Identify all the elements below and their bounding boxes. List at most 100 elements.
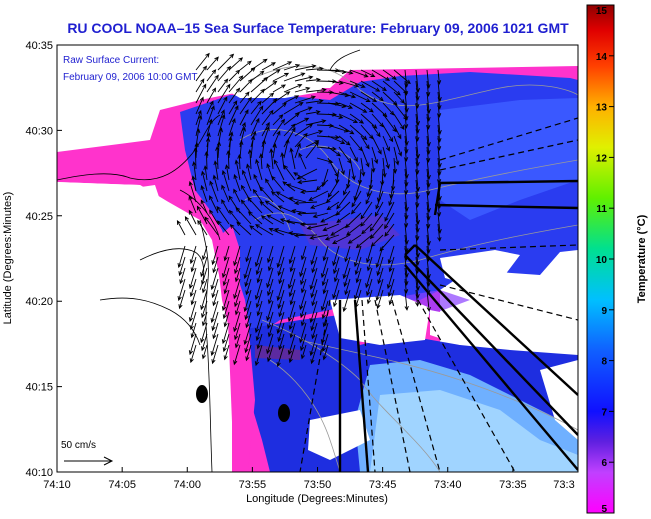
current-vector xyxy=(355,234,373,249)
current-vector xyxy=(289,289,296,306)
current-vector xyxy=(177,278,186,302)
current-vector xyxy=(246,163,252,181)
current-vector xyxy=(201,245,208,261)
current-vector xyxy=(206,69,217,82)
current-vector xyxy=(344,245,351,263)
current-vector xyxy=(338,124,355,135)
current-vector xyxy=(384,201,395,222)
current-vector xyxy=(249,225,263,236)
current-vector xyxy=(289,256,296,273)
current-vector xyxy=(240,199,252,214)
current-vector xyxy=(233,344,241,366)
current-vector xyxy=(283,83,303,93)
current-vector xyxy=(228,87,241,104)
current-vector xyxy=(243,322,252,346)
colorbar-tick-label: 8 xyxy=(601,357,607,368)
current-vector xyxy=(360,201,373,220)
current-vector xyxy=(234,289,241,308)
current-vector xyxy=(195,52,210,71)
current-vector xyxy=(322,245,329,262)
current-vector xyxy=(191,175,197,192)
current-vector xyxy=(300,245,307,261)
current-vector xyxy=(221,256,230,279)
current-vector xyxy=(270,191,285,203)
current-vector xyxy=(265,178,274,192)
plot-area: Raw Surface Current: February 09, 2006 1… xyxy=(57,45,578,472)
current-vector xyxy=(349,91,371,102)
current-vector xyxy=(350,201,362,215)
current-vector xyxy=(293,172,307,181)
current-vector xyxy=(250,105,264,126)
current-vector xyxy=(255,322,263,342)
current-vector xyxy=(205,136,211,159)
colorbar-tick-label: 14 xyxy=(596,52,608,63)
current-vector xyxy=(345,223,362,236)
current-vector xyxy=(371,146,379,165)
current-vector xyxy=(393,113,405,130)
current-vector xyxy=(377,267,384,285)
current-vector xyxy=(404,289,409,311)
current-vector xyxy=(250,70,265,82)
current-vector xyxy=(283,72,306,82)
current-vector xyxy=(239,79,253,93)
current-vector xyxy=(371,113,384,128)
current-vector xyxy=(216,205,230,225)
current-vector xyxy=(349,124,368,141)
current-vector xyxy=(276,278,285,302)
current-vector xyxy=(245,344,252,362)
current-vector xyxy=(393,146,400,166)
current-vector xyxy=(210,267,219,291)
current-vector xyxy=(266,267,274,289)
current-vector xyxy=(228,136,233,159)
current-vector xyxy=(277,256,285,277)
current-vector xyxy=(217,109,225,126)
y-axis-label: Latitude (Degrees:Minutes) xyxy=(2,192,14,325)
current-vector xyxy=(254,245,263,268)
current-vector xyxy=(294,117,310,126)
current-vector xyxy=(387,245,395,265)
current-vector xyxy=(294,86,311,93)
current-vector xyxy=(333,289,340,308)
scale-arrow xyxy=(64,456,114,466)
y-tick-label: 40:10 xyxy=(25,467,53,479)
current-vector xyxy=(288,344,296,364)
current-vector xyxy=(286,183,307,192)
current-vector xyxy=(247,196,263,214)
current-vector xyxy=(321,333,329,353)
current-vector xyxy=(415,289,420,307)
current-vector xyxy=(375,245,384,269)
current-vector xyxy=(294,64,317,71)
current-vector xyxy=(360,102,374,113)
current-vector xyxy=(228,209,241,225)
current-vector xyxy=(210,333,219,357)
current-vector xyxy=(300,278,307,294)
current-vector xyxy=(393,69,411,85)
current-vector xyxy=(366,278,373,297)
current-vector xyxy=(371,80,387,92)
current-vector xyxy=(213,160,219,181)
current-vector xyxy=(349,102,368,113)
current-vector xyxy=(206,56,219,71)
current-vector xyxy=(283,123,296,137)
radar-coverage-boxes xyxy=(338,179,578,472)
current-vector xyxy=(256,333,263,350)
current-vector xyxy=(315,179,329,191)
current-vector xyxy=(188,209,197,225)
current-vector xyxy=(224,164,230,181)
current-vector xyxy=(243,289,252,313)
current-vector xyxy=(382,157,387,178)
current-vector xyxy=(250,100,262,115)
colorbar-tick-label: 10 xyxy=(596,255,608,266)
current-vector xyxy=(201,300,208,319)
current-vector xyxy=(299,222,318,227)
current-vector xyxy=(254,344,263,367)
current-vector xyxy=(326,201,340,211)
current-vector xyxy=(375,190,384,210)
current-vector xyxy=(332,245,340,267)
current-vector xyxy=(322,278,329,295)
current-vector xyxy=(299,289,307,311)
current-vector xyxy=(320,212,340,223)
current-vector xyxy=(222,267,230,287)
current-vector xyxy=(283,112,300,126)
